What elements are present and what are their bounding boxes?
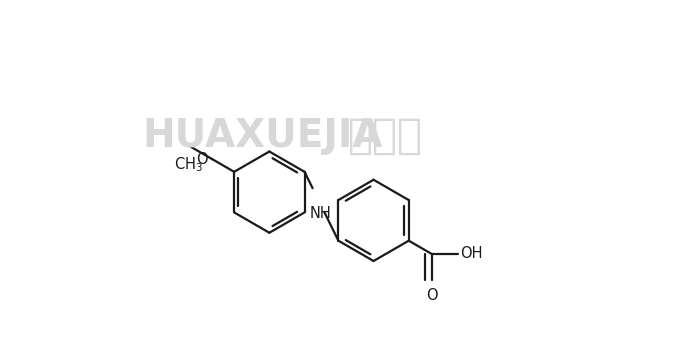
Text: NH: NH: [310, 206, 332, 221]
Text: O: O: [426, 288, 437, 303]
Text: O: O: [197, 152, 208, 167]
Text: OH: OH: [460, 246, 482, 261]
Text: HUAXUEJIA: HUAXUEJIA: [142, 117, 383, 155]
Text: CH$_3$: CH$_3$: [175, 156, 203, 174]
Text: 化学加: 化学加: [348, 115, 424, 157]
